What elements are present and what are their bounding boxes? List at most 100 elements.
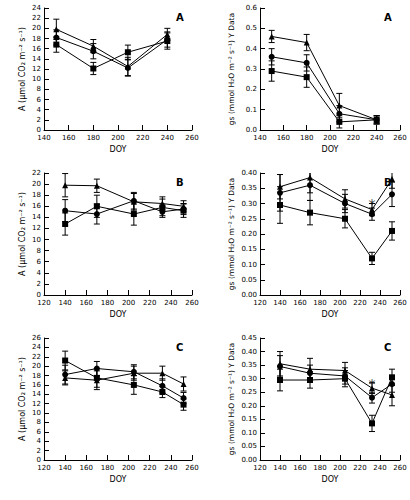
svg-text:240: 240 [370,134,383,142]
svg-text:26: 26 [32,334,41,342]
svg-text:160: 160 [293,299,306,307]
svg-text:C: C [176,342,183,353]
svg-text:16: 16 [32,381,41,389]
svg-text:200: 200 [333,299,346,307]
svg-text:140: 140 [37,134,50,142]
svg-text:12: 12 [32,65,41,73]
svg-text:0.35: 0.35 [241,184,257,192]
svg-text:18: 18 [32,35,41,43]
svg-text:240: 240 [164,464,177,472]
svg-text:A (µmol CO₂ m⁻² s⁻¹): A (µmol CO₂ m⁻² s⁻¹) [18,27,27,111]
svg-text:0.05: 0.05 [241,442,257,450]
svg-text:10: 10 [32,409,41,417]
svg-text:0.10: 0.10 [241,429,257,437]
svg-text:220: 220 [143,464,156,472]
svg-text:0.10: 0.10 [241,261,257,269]
svg-text:10: 10 [32,75,41,83]
svg-text:8: 8 [37,247,41,255]
svg-text:20: 20 [32,24,41,32]
svg-text:160: 160 [80,464,93,472]
svg-text:120: 120 [253,299,266,307]
svg-text:20: 20 [32,362,41,370]
svg-text:200: 200 [333,464,346,472]
svg-text:0.15: 0.15 [241,415,257,423]
svg-text:20: 20 [32,180,41,188]
svg-text:220: 220 [353,299,366,307]
svg-text:0.20: 0.20 [241,230,257,238]
svg-text:260: 260 [393,134,406,142]
svg-text:0.20: 0.20 [241,402,257,410]
svg-text:DOY: DOY [110,310,127,319]
svg-text:2: 2 [37,280,41,288]
svg-text:24: 24 [32,4,41,12]
svg-text:0.25: 0.25 [241,215,257,223]
svg-text:10: 10 [32,236,41,244]
svg-text:240: 240 [164,299,177,307]
svg-text:180: 180 [313,299,326,307]
svg-text:120: 120 [37,299,50,307]
svg-text:260: 260 [393,464,406,472]
svg-text:A (µmol CO₂ m⁻² s⁻¹): A (µmol CO₂ m⁻² s⁻¹) [18,357,27,441]
svg-text:*: * [369,376,376,392]
svg-text:2: 2 [37,116,41,124]
svg-text:*: * [369,196,376,212]
svg-text:12: 12 [32,400,41,408]
svg-text:6: 6 [37,258,42,266]
svg-text:0.3: 0.3 [246,65,257,73]
svg-text:DOY: DOY [110,475,127,484]
svg-text:0.5: 0.5 [246,24,257,32]
svg-text:240: 240 [373,299,386,307]
svg-text:2: 2 [37,447,41,455]
svg-text:0.05: 0.05 [241,276,257,284]
svg-text:22: 22 [32,169,41,177]
svg-text:C: C [384,342,391,353]
svg-text:DOY: DOY [322,145,339,154]
svg-text:0.15: 0.15 [241,245,257,253]
svg-text:16: 16 [32,202,41,210]
svg-text:160: 160 [62,134,75,142]
svg-text:24: 24 [32,343,41,351]
svg-text:0.40: 0.40 [241,169,257,177]
svg-text:gs (mmol H₂O m⁻² s⁻¹) Y Data: gs (mmol H₂O m⁻² s⁻¹) Y Data [227,178,236,290]
svg-text:0.1: 0.1 [246,106,257,114]
svg-text:4: 4 [37,106,42,114]
svg-text:260: 260 [393,299,406,307]
svg-text:260: 260 [185,134,198,142]
svg-text:0.4: 0.4 [246,45,258,53]
svg-text:0.6: 0.6 [246,4,258,12]
svg-text:0.35: 0.35 [241,361,257,369]
svg-text:A: A [176,12,184,23]
svg-text:0.30: 0.30 [241,200,257,208]
svg-text:180: 180 [87,134,100,142]
svg-text:6: 6 [37,428,42,436]
svg-text:gs (mmol H₂O m⁻² s⁻¹) Y Data: gs (mmol H₂O m⁻² s⁻¹) Y Data [227,343,236,455]
svg-text:22: 22 [32,14,41,22]
svg-text:120: 120 [253,464,266,472]
svg-text:DOY: DOY [322,310,339,319]
svg-text:180: 180 [101,464,114,472]
svg-text:6: 6 [37,96,42,104]
svg-text:200: 200 [323,134,336,142]
svg-text:180: 180 [313,464,326,472]
svg-text:160: 160 [277,134,290,142]
svg-text:220: 220 [347,134,360,142]
svg-text:180: 180 [300,134,313,142]
svg-text:240: 240 [161,134,174,142]
svg-text:220: 220 [143,299,156,307]
svg-text:18: 18 [32,372,41,380]
svg-text:0.40: 0.40 [241,348,257,356]
svg-text:220: 220 [136,134,149,142]
svg-text:140: 140 [58,464,71,472]
svg-text:0.2: 0.2 [246,85,257,93]
svg-text:260: 260 [185,464,198,472]
svg-text:gs (mmol H₂O m⁻² s⁻¹) Y Data: gs (mmol H₂O m⁻² s⁻¹) Y Data [227,13,236,125]
svg-text:160: 160 [80,299,93,307]
svg-text:8: 8 [37,85,41,93]
svg-text:18: 18 [32,191,41,199]
svg-text:0.30: 0.30 [241,375,257,383]
svg-text:DOY: DOY [110,145,127,154]
svg-text:0.45: 0.45 [241,334,257,342]
svg-text:200: 200 [122,464,135,472]
svg-text:16: 16 [32,45,41,53]
svg-text:B: B [176,177,184,188]
